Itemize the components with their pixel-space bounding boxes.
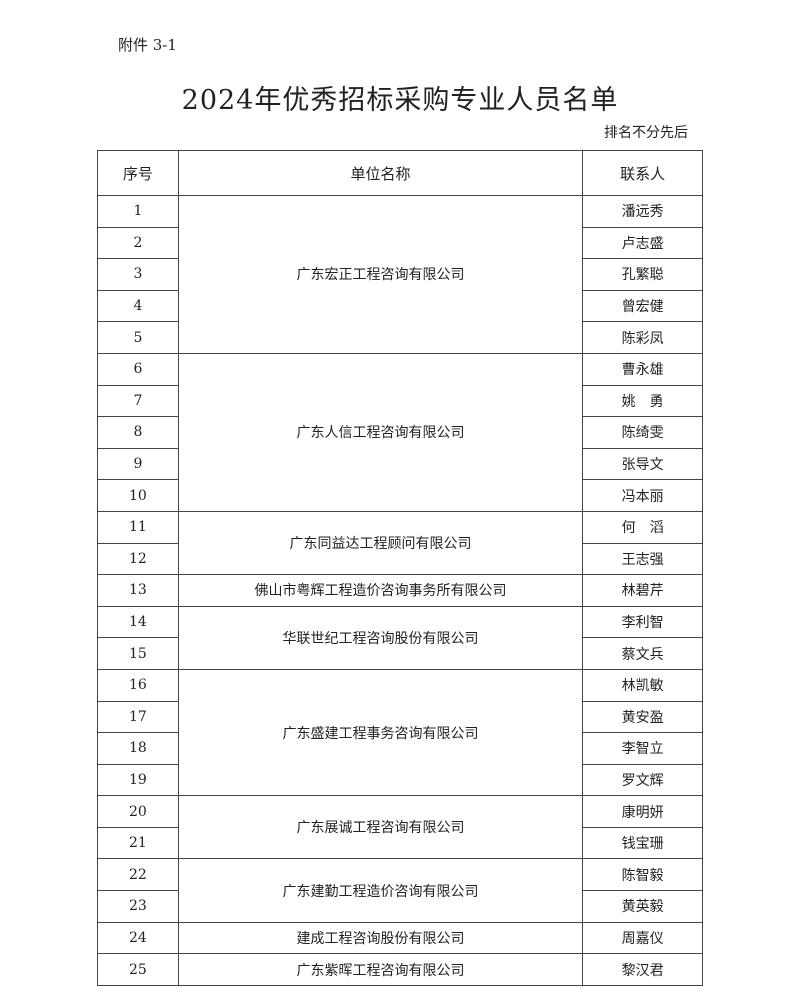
row-number: 12 xyxy=(97,542,179,576)
attachment-label: 附件 3-1 xyxy=(118,36,177,54)
company-name: 广东展诚工程咨询有限公司 xyxy=(177,795,584,860)
table-row: 1 广东宏正工程咨询有限公司 潘远秀 xyxy=(97,195,703,354)
row-number: 19 xyxy=(97,763,179,797)
company-name: 广东紫晖工程咨询有限公司 xyxy=(177,953,584,986)
contact-name: 黄英毅 xyxy=(582,890,703,923)
contact-name: 李智立 xyxy=(582,732,703,765)
row-number: 24 xyxy=(97,921,179,955)
table-row: 22 广东建勤工程造价咨询有限公司 陈智毅 xyxy=(97,858,703,923)
row-number: 11 xyxy=(97,510,179,544)
table-row: 24 建成工程咨询股份有限公司 周嘉仪 xyxy=(97,921,703,955)
table-row: 3 孔繁聪 xyxy=(97,258,703,291)
header-contact: 联系人 xyxy=(582,150,703,196)
row-number: 2 xyxy=(97,226,179,260)
contact-name: 林碧芹 xyxy=(582,574,703,607)
table-body: 1 广东宏正工程咨询有限公司 潘远秀 2 卢志盛 3 孔繁聪 4 曾宏健 5 陈彩凤 6 广东人信工程咨… xyxy=(97,195,703,986)
contact-name: 康明妍 xyxy=(582,795,703,828)
table-row: 17 黄安盈 xyxy=(97,700,703,734)
contact-name: 张导文 xyxy=(582,447,703,481)
contact-name: 陈彩凤 xyxy=(582,321,703,354)
company-name: 建成工程咨询股份有限公司 xyxy=(177,921,584,955)
contact-name: 卢志盛 xyxy=(582,226,703,260)
company-name: 华联世纪工程咨询股份有限公司 xyxy=(177,605,584,670)
table-row: 10 冯本丽 xyxy=(97,479,703,512)
table-row: 11 广东同益达工程顾问有限公司何 滔 xyxy=(97,510,703,576)
page-title: 2024年优秀招标采购专业人员名单 xyxy=(181,85,619,116)
contact-name: 何 滔 xyxy=(582,510,703,544)
ranking-note: 排名不分先后 xyxy=(604,125,688,141)
row-number: 18 xyxy=(97,732,179,765)
row-number: 22 xyxy=(97,858,179,892)
row-number: 17 xyxy=(97,700,179,734)
table-row: 23 黄英毅 xyxy=(97,890,703,923)
header-company: 单位名称 xyxy=(177,150,584,196)
table-row: 16 广东盛建工程事务咨询有限公司 林凯敏 xyxy=(97,668,703,797)
contact-name: 姚 勇 xyxy=(582,384,703,418)
company-name: 广东盛建工程事务咨询有限公司 xyxy=(177,668,584,797)
contact-name: 黎汉君 xyxy=(582,953,703,986)
row-number: 4 xyxy=(97,289,179,323)
contact-name: 罗文辉 xyxy=(582,763,703,797)
personnel-table: 序号 单位名称 联系人 1 广东宏正工程咨询有限公司 潘远秀 2 卢志盛 3 孔繁聪 4 曾宏健… xyxy=(97,150,703,986)
row-number: 8 xyxy=(97,416,179,449)
company-name: 佛山市粤辉工程造价咨询事务所有限公司 xyxy=(177,574,584,607)
contact-name: 潘远秀 xyxy=(582,195,703,228)
contact-name: 李利智 xyxy=(582,605,703,639)
contact-name: 钱宝珊 xyxy=(582,826,703,860)
contact-name: 周嘉仪 xyxy=(582,921,703,955)
contact-name: 孔繁聪 xyxy=(582,258,703,291)
table-row: 21 钱宝珊 xyxy=(97,826,703,860)
company-name: 广东人信工程咨询有限公司 xyxy=(177,352,584,512)
contact-name: 陈智毅 xyxy=(582,858,703,892)
table-row: 20 广东展诚工程咨询有限公司 康明妍 xyxy=(97,795,703,860)
table-row: 25 广东紫晖工程咨询有限公司 黎汉君 xyxy=(97,953,703,986)
contact-name: 蔡文兵 xyxy=(582,637,703,670)
table-row: 7 姚 勇 xyxy=(97,384,703,418)
table-row: 9 张导文 xyxy=(97,447,703,481)
contact-name: 陈绮雯 xyxy=(582,416,703,449)
row-number: 10 xyxy=(97,479,179,512)
row-number: 5 xyxy=(97,321,179,354)
contact-name: 林凯敏 xyxy=(582,668,703,702)
company-name: 广东同益达工程顾问有限公司 xyxy=(177,510,584,576)
table-row: 5 陈彩凤 xyxy=(97,321,703,354)
row-number: 6 xyxy=(97,352,179,386)
contact-name: 王志强 xyxy=(582,542,703,576)
row-number: 7 xyxy=(97,384,179,418)
table-row: 6 广东人信工程咨询有限公司 曹永雄 xyxy=(97,352,703,512)
row-number: 20 xyxy=(97,795,179,828)
row-number: 23 xyxy=(97,890,179,923)
table-row: 14 华联世纪工程咨询股份有限公司 李利智 xyxy=(97,605,703,670)
row-number: 25 xyxy=(97,953,179,986)
row-number: 16 xyxy=(97,668,179,702)
contact-name: 黄安盈 xyxy=(582,700,703,734)
header-row: 序号 单位名称 联系人 xyxy=(97,150,703,196)
row-number: 1 xyxy=(97,195,179,228)
row-number: 21 xyxy=(97,826,179,860)
row-number: 13 xyxy=(97,574,179,607)
table-row: 19 罗文辉 xyxy=(97,763,703,797)
table-row: 15 蔡文兵 xyxy=(97,637,703,670)
contact-name: 曾宏健 xyxy=(582,289,703,323)
company-name: 广东建勤工程造价咨询有限公司 xyxy=(177,858,584,923)
company-name: 广东宏正工程咨询有限公司 xyxy=(177,195,584,354)
contact-name: 冯本丽 xyxy=(582,479,703,512)
table-row: 13 佛山市粤辉工程造价咨询事务所有限公司 林碧芹 xyxy=(97,574,703,607)
row-number: 9 xyxy=(97,447,179,481)
row-number: 14 xyxy=(97,605,179,639)
row-number: 15 xyxy=(97,637,179,670)
table-row: 8 陈绮雯 xyxy=(97,416,703,449)
contact-name: 曹永雄 xyxy=(582,352,703,386)
row-number: 3 xyxy=(97,258,179,291)
header-number: 序号 xyxy=(97,150,179,196)
table-row: 4 曾宏健 xyxy=(97,289,703,323)
